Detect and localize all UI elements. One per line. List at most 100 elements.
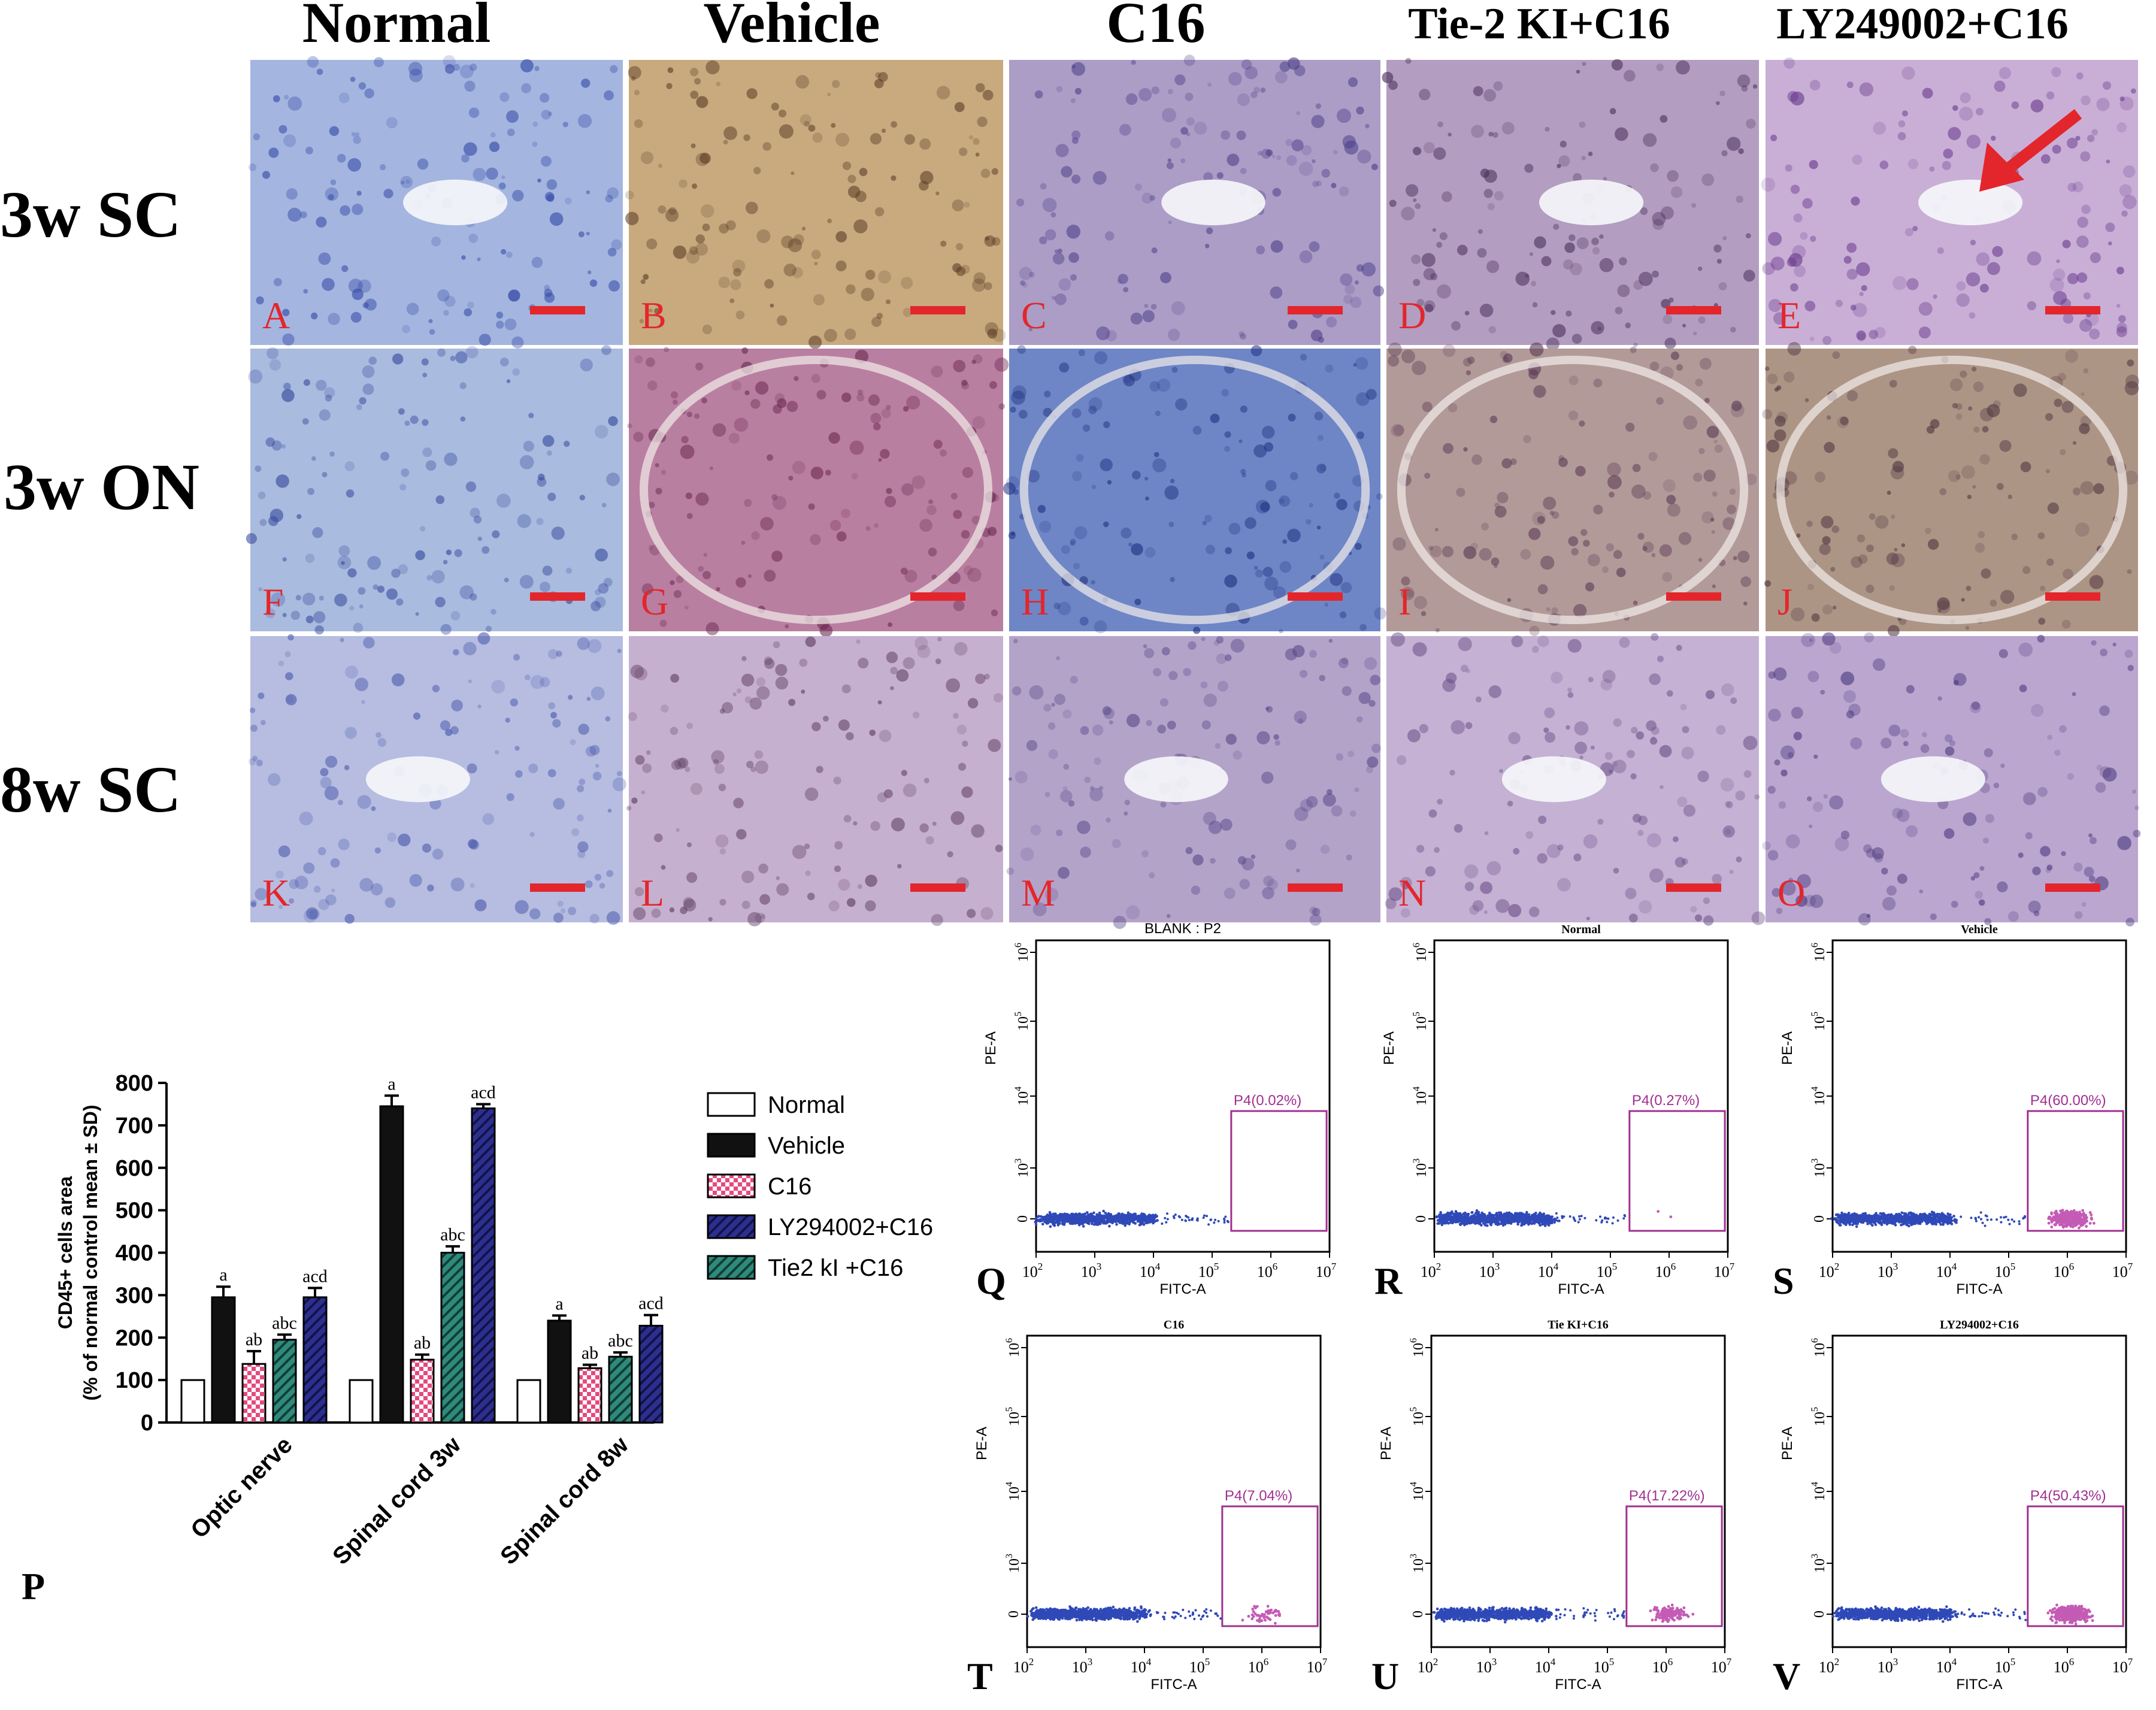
event-dot	[1451, 1216, 1454, 1219]
stained-cell	[1891, 514, 1895, 519]
stained-cell	[1843, 256, 1852, 264]
stained-cell	[847, 174, 856, 183]
stained-cell	[1846, 390, 1858, 401]
stained-cell	[631, 76, 636, 81]
event-dot	[1206, 1215, 1208, 1218]
stained-cell	[392, 353, 404, 365]
y-tick-exponent: 5	[1810, 1012, 1820, 1016]
x-axis-label: FITC-A	[1558, 1281, 1604, 1297]
event-dot	[1139, 1223, 1143, 1226]
event-dot	[1191, 1218, 1194, 1221]
stained-cell	[1008, 532, 1016, 540]
stained-cell	[468, 234, 479, 243]
stained-cell	[1712, 491, 1718, 497]
stained-cell	[320, 777, 332, 789]
stained-cell	[654, 308, 661, 314]
stained-cell	[1337, 108, 1351, 123]
significance-label: a	[387, 1074, 395, 1094]
stained-cell	[2046, 91, 2055, 100]
stained-cell	[676, 575, 684, 583]
stained-cell	[846, 284, 856, 295]
stained-cell	[1735, 790, 1745, 801]
stained-cell	[919, 180, 929, 191]
stained-cell	[1299, 250, 1313, 264]
scale-bar	[2045, 883, 2100, 892]
stained-cell	[1185, 847, 1193, 855]
event-dot	[1524, 1213, 1527, 1216]
stained-cell	[1804, 301, 1816, 311]
stained-cell	[648, 501, 655, 509]
stained-cell	[1973, 872, 1980, 879]
stained-cell	[1697, 770, 1709, 782]
stained-cell	[1538, 815, 1547, 824]
event-dot	[1079, 1219, 1082, 1223]
stained-cell	[1823, 794, 1828, 799]
stained-cell	[1167, 721, 1176, 730]
event-dot	[1603, 1217, 1606, 1220]
event-dot	[1149, 1214, 1152, 1217]
x-tick-exponent: 7	[2128, 1261, 2133, 1272]
stained-cell	[1092, 171, 1107, 185]
stained-cell	[1044, 888, 1059, 901]
stained-cell	[1846, 81, 1854, 89]
stained-cell	[1966, 134, 1981, 149]
stained-cell	[2118, 315, 2126, 323]
stained-cell	[313, 611, 326, 624]
event-dot	[1138, 1216, 1141, 1219]
stained-cell	[299, 812, 313, 825]
event-dot	[1903, 1221, 1906, 1225]
stained-cell	[1740, 576, 1752, 588]
stained-cell	[2083, 368, 2089, 374]
event-dot	[1207, 1223, 1210, 1226]
stained-cell	[1809, 894, 1824, 909]
stained-cell	[1331, 805, 1343, 817]
stained-cell	[1170, 137, 1182, 149]
stained-cell	[626, 806, 632, 811]
stained-cell	[1716, 725, 1726, 735]
y-tick-label: 400	[116, 1241, 153, 1266]
stained-cell	[1652, 211, 1666, 226]
stained-cell	[1631, 484, 1646, 499]
stained-cell	[1961, 465, 1975, 479]
stained-cell	[919, 519, 932, 532]
stained-cell	[2119, 184, 2132, 197]
stained-cell	[1508, 732, 1521, 744]
stained-cell	[1965, 625, 1970, 630]
plot-title: Normal	[1561, 923, 1601, 936]
stained-cell	[595, 764, 599, 768]
stained-cell	[856, 394, 865, 402]
event-dot	[1622, 1217, 1625, 1220]
event-dot	[1155, 1215, 1158, 1218]
stained-cell	[2134, 805, 2139, 810]
stained-cell	[733, 268, 742, 277]
stained-cell	[935, 191, 940, 196]
stained-cell	[1643, 491, 1652, 500]
event-dot	[1052, 1218, 1055, 1221]
stained-cell	[482, 813, 495, 825]
stained-cell	[1574, 741, 1588, 754]
stained-cell	[1471, 125, 1484, 138]
stained-cell	[1821, 516, 1834, 529]
stained-cell	[1580, 529, 1588, 536]
event-dot	[1082, 1215, 1085, 1218]
stained-cell	[352, 288, 364, 300]
stained-cell	[1874, 326, 1886, 338]
stained-cell	[1568, 536, 1579, 546]
event-dot	[1455, 1214, 1458, 1217]
stained-cell	[1767, 850, 1779, 861]
stained-cell	[1044, 792, 1050, 797]
stained-cell	[1371, 164, 1378, 171]
stained-cell	[435, 597, 446, 607]
stained-cell	[956, 724, 967, 735]
stained-cell	[1034, 90, 1043, 99]
stained-cell	[580, 358, 593, 371]
stained-cell	[547, 769, 556, 777]
stained-cell	[1153, 668, 1162, 677]
stained-cell	[1731, 400, 1742, 411]
stained-cell	[1719, 90, 1725, 96]
stained-cell	[1317, 435, 1324, 441]
micrograph-panel: J	[1762, 342, 2139, 637]
stained-cell	[1667, 170, 1679, 182]
event-dot	[1539, 1224, 1542, 1227]
stained-cell	[1976, 252, 1990, 266]
